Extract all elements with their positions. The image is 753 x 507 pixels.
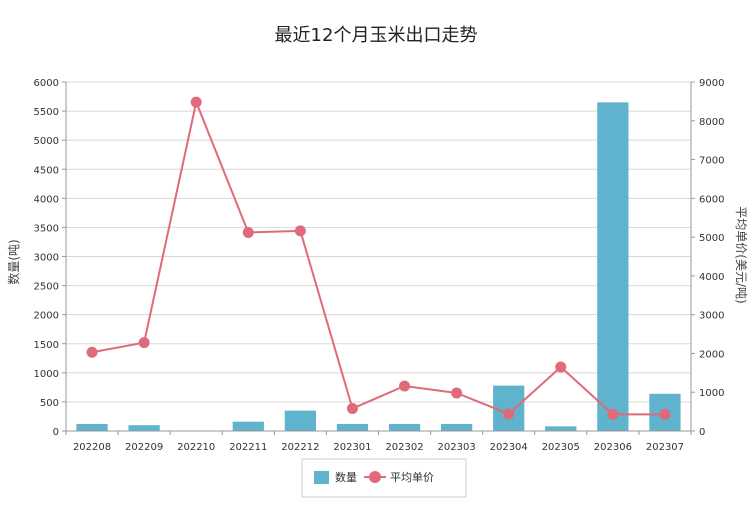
x-tick-label: 202211	[229, 442, 267, 453]
y-tick-label: 1500	[34, 340, 59, 351]
line-point[interactable]	[451, 387, 463, 399]
bar[interactable]	[493, 385, 525, 431]
legend-marker-price[interactable]	[369, 471, 381, 483]
x-tick-label: 202306	[594, 442, 632, 453]
bar[interactable]	[76, 424, 108, 431]
line-point[interactable]	[503, 408, 515, 420]
x-tick-label: 202212	[281, 442, 319, 453]
axis-layer: 0 500 1000 1500 2000 2500 3000 3500 4000 4500 5000…	[34, 78, 725, 453]
line-point[interactable]	[242, 226, 254, 238]
y-tick-label: 3500	[34, 223, 59, 234]
y-tick-label: 500	[40, 398, 59, 409]
bar[interactable]	[336, 424, 369, 431]
bar[interactable]	[388, 424, 421, 431]
x-tick-label: 202208	[73, 442, 111, 453]
y2-tick-label: 0	[699, 427, 705, 438]
chart-title: 最近12个月玉米出口走势	[275, 25, 478, 46]
y2-tick-label: 7000	[699, 156, 724, 167]
y-tick-label: 4500	[34, 165, 59, 176]
grid-layer	[66, 81, 691, 432]
line-point[interactable]	[190, 96, 202, 108]
x-tick-label: 202302	[385, 442, 423, 453]
y-tick-label: 3000	[34, 253, 59, 264]
y-tick-label: 1000	[34, 369, 59, 380]
legend-swatch-quantity[interactable]	[314, 471, 329, 484]
line-point[interactable]	[294, 225, 306, 237]
y-tick-label: 4000	[34, 194, 59, 205]
line-point[interactable]	[607, 408, 619, 420]
y2-tick-label: 8000	[699, 117, 724, 128]
y2-tick-label: 1000	[699, 388, 724, 399]
line-point[interactable]	[138, 337, 150, 349]
x-tick-label: 202305	[542, 442, 580, 453]
y2-tick-label: 3000	[699, 311, 724, 322]
bar[interactable]	[232, 421, 264, 431]
x-tick-label: 202209	[125, 442, 163, 453]
line-point[interactable]	[399, 380, 411, 392]
x-tick-label: 202303	[438, 442, 476, 453]
legend: 数量 平均单价	[301, 458, 467, 498]
y-tick-label: 2000	[34, 311, 59, 322]
y2-tick-label: 2000	[699, 349, 724, 360]
legend-label-quantity[interactable]: 数量	[335, 471, 357, 484]
y-tick-label: 5500	[34, 107, 59, 118]
line-point[interactable]	[555, 361, 567, 373]
x-tick-label: 202210	[177, 442, 215, 453]
bar-layer	[76, 102, 681, 431]
y2-tick-label: 9000	[699, 78, 724, 89]
line-point[interactable]	[86, 346, 98, 358]
y2-axis-label: 平均单价(美元/吨)	[734, 206, 748, 303]
y-tick-label: 6000	[34, 78, 59, 89]
y2-tick-label: 5000	[699, 233, 724, 244]
line-point[interactable]	[659, 408, 671, 420]
y-tick-label: 2500	[34, 282, 59, 293]
y-tick-label: 0	[53, 427, 59, 438]
bar[interactable]	[441, 424, 473, 431]
y2-tick-label: 4000	[699, 272, 724, 283]
x-tick-label: 202304	[490, 442, 528, 453]
bar[interactable]	[284, 410, 316, 431]
y-axis-label: 数量(吨)	[6, 239, 21, 284]
x-tick-label: 202307	[646, 442, 684, 453]
bar[interactable]	[597, 102, 629, 431]
price-line	[91, 98, 665, 416]
line-layer	[86, 96, 671, 420]
bar[interactable]	[545, 426, 577, 431]
line-point[interactable]	[346, 403, 358, 415]
legend-label-price[interactable]: 平均单价	[390, 471, 434, 484]
bar[interactable]	[128, 425, 160, 431]
y-tick-label: 5000	[34, 136, 59, 147]
x-tick-label: 202301	[333, 442, 371, 453]
y2-tick-label: 6000	[699, 194, 724, 205]
